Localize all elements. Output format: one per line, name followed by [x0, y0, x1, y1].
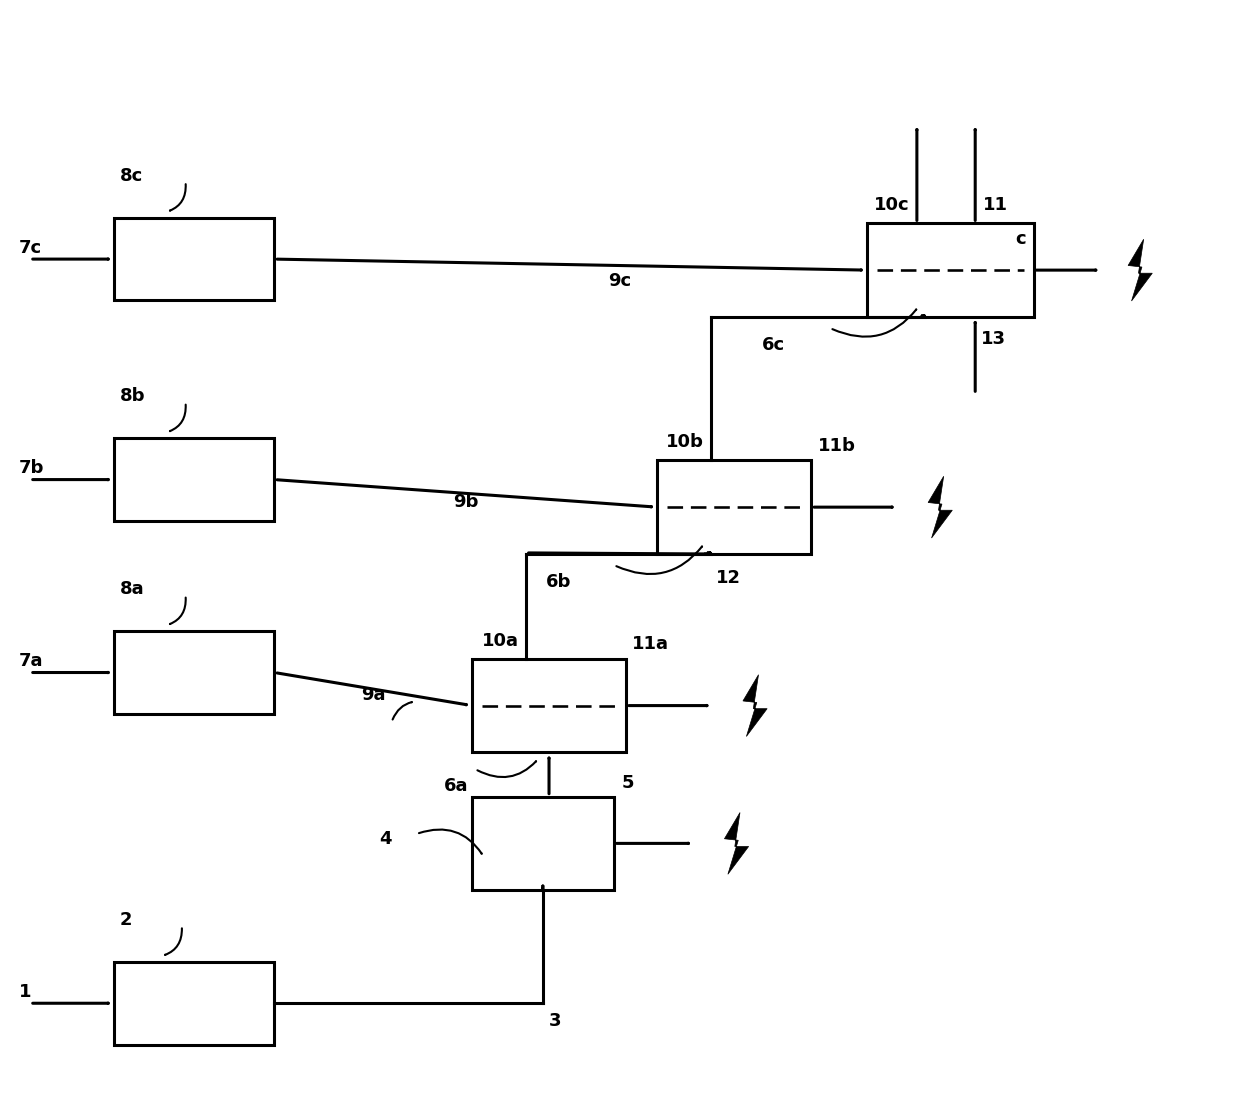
Text: 11: 11 [982, 196, 1008, 215]
Text: 12: 12 [715, 570, 742, 587]
Text: 11b: 11b [817, 437, 856, 454]
Text: 6c: 6c [761, 336, 785, 353]
Bar [657, 460, 811, 554]
Text: 7c: 7c [19, 239, 42, 257]
Text: 9a: 9a [361, 686, 386, 704]
Text: 2: 2 [120, 911, 133, 929]
Bar [867, 224, 1033, 317]
Text: 6a: 6a [444, 777, 469, 794]
Polygon shape [743, 675, 768, 737]
Text: 11a: 11a [632, 635, 670, 654]
Polygon shape [928, 476, 952, 538]
Text: 3: 3 [549, 1012, 562, 1030]
Text: 10a: 10a [481, 632, 518, 650]
Polygon shape [1128, 239, 1152, 301]
Text: 8a: 8a [120, 581, 145, 598]
Text: 7b: 7b [19, 460, 45, 478]
Text: 8c: 8c [120, 166, 144, 185]
Bar [114, 962, 274, 1045]
Polygon shape [724, 812, 749, 874]
Bar [472, 797, 614, 890]
Text: 9c: 9c [609, 273, 631, 290]
Text: 8b: 8b [120, 387, 145, 406]
Text: 13: 13 [981, 330, 1007, 348]
Text: c: c [1016, 229, 1027, 248]
Text: 9b: 9b [453, 493, 479, 511]
Text: 10c: 10c [874, 196, 909, 215]
Bar [472, 659, 626, 752]
Text: 1: 1 [19, 983, 31, 1001]
Text: 10b: 10b [666, 433, 703, 451]
Bar [114, 439, 274, 521]
Text: 6b: 6b [546, 573, 572, 591]
Bar [114, 218, 274, 300]
Text: 7a: 7a [19, 653, 43, 670]
Text: 5: 5 [621, 774, 634, 792]
Bar [114, 632, 274, 714]
Text: 4: 4 [379, 830, 392, 848]
